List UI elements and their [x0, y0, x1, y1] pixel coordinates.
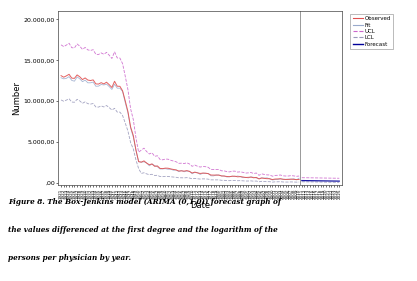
X-axis label: Date: Date — [190, 201, 210, 210]
Text: the values differenced at the first degree and the logarithm of the: the values differenced at the first degr… — [8, 226, 278, 234]
Legend: Observed, Fit, UCL, LCL, Forecast: Observed, Fit, UCL, LCL, Forecast — [350, 14, 393, 49]
Text: persons per physician by year.: persons per physician by year. — [8, 254, 131, 262]
Text: Figure 8. The Box-Jenkins model (ARIMA (0,1,0)) forecast graph of: Figure 8. The Box-Jenkins model (ARIMA (… — [8, 198, 281, 206]
Y-axis label: Number: Number — [12, 81, 21, 115]
